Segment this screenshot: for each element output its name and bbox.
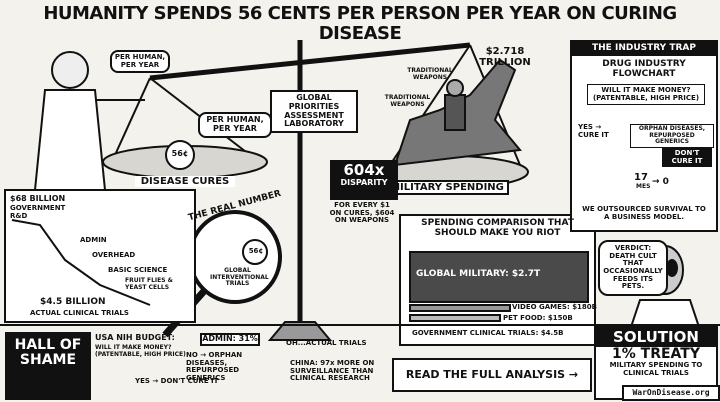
- nih-no: NO → ORPHAN DISEASES, REPURPOSED GENERIC…: [186, 351, 243, 383]
- disparity-box: 604x DISPARITY: [330, 160, 398, 200]
- comparison-row: GLOBAL MILITARY: $2.7T: [416, 269, 541, 279]
- nih-label: USA NIH BUDGET:: [95, 333, 175, 342]
- china-note: CHINA: 97x MORE ON SURVEILLANCE THAN CLI…: [290, 359, 375, 383]
- trap-no: ORPHAN DISEASES, REPURPOSED GENERICS: [630, 124, 714, 148]
- comparison-title: SPENDING COMPARISON THAT SHOULD MAKE YOU…: [421, 218, 574, 238]
- industry-trap: THE INDUSTRY TRAP DRUG INDUSTRY FLOWCHAR…: [570, 40, 718, 232]
- pan-label: MILITARY SPENDING: [385, 180, 509, 195]
- title: HUMANITY SPENDS 56 CENTS PER PERSON PER …: [43, 3, 677, 44]
- trap-yes: YES → CURE IT: [578, 123, 609, 139]
- trap-footer: WE OUTSOURCED SURVIVAL TO A BUSINESS MOD…: [582, 205, 706, 221]
- disparity-note: FOR EVERY $1 ON CURES, $604 ON WEAPONS: [329, 201, 395, 225]
- lab-label: GLOBAL PRIORITIES ASSESSMENT LABORATORY: [270, 90, 358, 134]
- treaty-title: 1% TREATY: [612, 345, 700, 362]
- hall-of-shame: HALL OF SHAME: [5, 332, 91, 400]
- treaty-sub: MILITARY SPENDING TO CLINICAL TRIALS: [609, 360, 703, 377]
- funnel-bottom-sub: ACTUAL CLINICAL TRIALS: [30, 309, 129, 317]
- funnel-top: $68 BILLION: [10, 194, 66, 203]
- real-number-coin: 56¢: [248, 247, 264, 255]
- weapons-label: TRADITIONAL WEAPONS: [384, 94, 431, 108]
- solution-title: SOLUTION: [596, 328, 716, 347]
- trap-dont: DON'T CURE IT: [662, 148, 712, 168]
- comparison-row: VIDEO GAMES: $180B: [512, 303, 598, 311]
- disparity-value: 604x: [343, 161, 385, 179]
- funnel-top-sub: GOVERNMENT R&D: [10, 204, 66, 220]
- trap-heading: DRUG INDUSTRY FLOWCHART: [602, 59, 686, 79]
- pan-label: DISEASE CURES: [135, 176, 235, 187]
- funnel-step: OVERHEAD: [92, 251, 136, 259]
- military-total: $2.718 TRILLION: [479, 46, 531, 68]
- speech-bubble: PER HUMAN, PER YEAR: [198, 112, 272, 138]
- trap-title: THE INDUSTRY TRAP: [572, 42, 716, 56]
- trap-count-label: MES: [636, 183, 651, 190]
- trials-note: OH...ACTUAL TRIALS: [286, 339, 367, 347]
- real-number-caption: GLOBAL INTERVENTIONAL TRIALS: [210, 267, 269, 288]
- funnel-step: ADMIN: [80, 236, 107, 244]
- nih-question: WILL IT MAKE MONEY? (PATENTABLE, HIGH PR…: [95, 344, 186, 358]
- trap-zero: → 0: [652, 177, 669, 187]
- weapons-label: TRADITIONAL WEAPONS: [407, 67, 453, 81]
- funnel-bottom: $4.5 BILLION: [40, 297, 106, 307]
- comparison-row: GOVERNMENT CLINICAL TRIALS: $4.5B: [412, 329, 564, 337]
- funnel-step: FRUIT FLIES & YEAST CELLS: [125, 277, 173, 291]
- trap-count: 17: [634, 172, 648, 183]
- nih-yes: YES → DON'T CURE IT: [135, 377, 219, 385]
- speech-bubble: PER HUMAN, PER YEAR: [110, 50, 170, 74]
- nih-admin: ADMIN: 31%: [200, 333, 260, 346]
- funnel-step: BASIC SCIENCE: [108, 266, 168, 274]
- trap-question: WILL IT MAKE MONEY? (PATENTABLE, HIGH PR…: [587, 84, 705, 106]
- coin-label: 56¢: [171, 149, 189, 158]
- comparison-row: PET FOOD: $150B: [503, 314, 573, 322]
- disparity-word: DISPARITY: [340, 177, 388, 187]
- site-link[interactable]: WarOnDisease.org: [622, 385, 720, 401]
- cta[interactable]: READ THE FULL ANALYSIS →: [392, 358, 592, 392]
- verdict-bubble: VERDICT: DEATH CULT THAT OCCASIONALLY FE…: [598, 240, 668, 297]
